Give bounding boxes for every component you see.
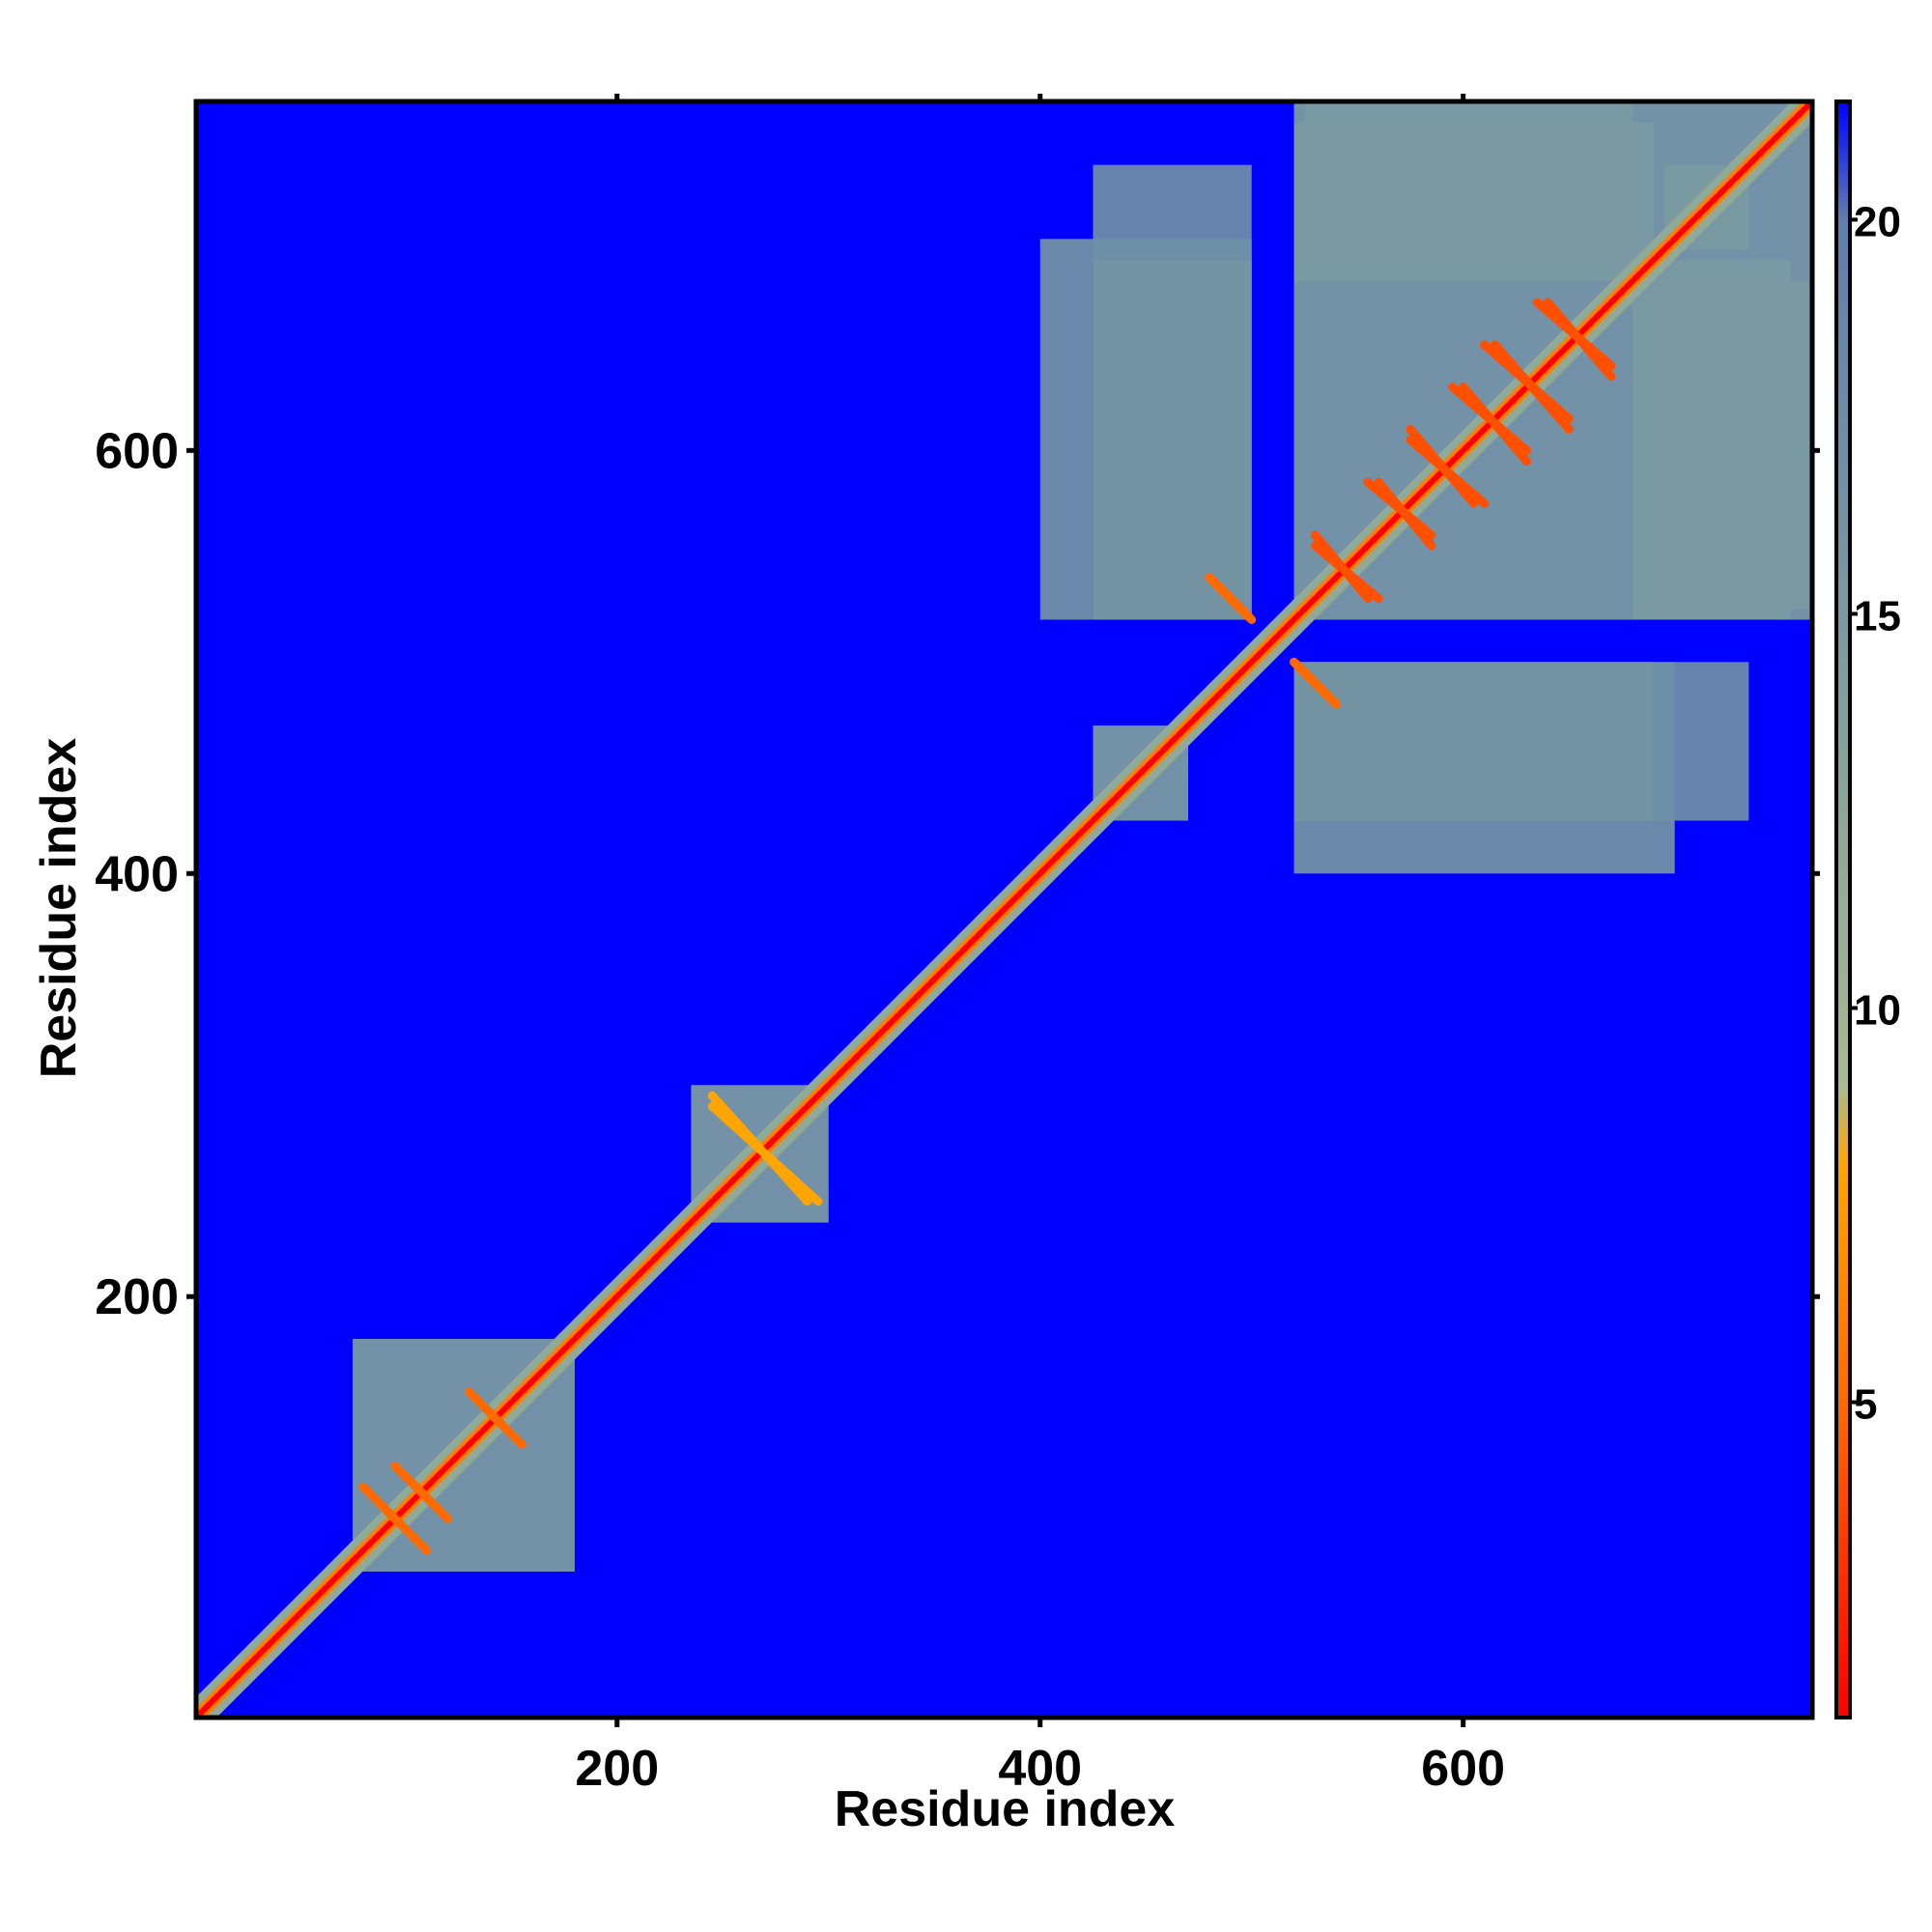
contact-block-3: [1093, 164, 1252, 261]
x-tick-label-600: 600: [1421, 1741, 1505, 1797]
contact-line-mirror-6: [1406, 435, 1490, 508]
contact-line-mirror-1: [390, 1461, 442, 1513]
contact-line-mirror-2: [464, 1387, 516, 1439]
x-tick-label-200: 200: [575, 1741, 659, 1797]
colorbar-frame: [1834, 99, 1852, 1719]
colorbar-ticks: 5 10 15 20: [1850, 198, 1901, 1429]
y-tick-label-600: 600: [95, 423, 179, 479]
y-axis-title: Residue index: [31, 738, 87, 1079]
colorbar-gradient: [1836, 101, 1850, 1718]
y-tick-label-200: 200: [95, 1269, 179, 1325]
colorbar: 5 10 15 20: [1834, 99, 1901, 1719]
colorbar-tick-label-5: 5: [1854, 1381, 1877, 1429]
contact-block-mirror-3: [1653, 662, 1749, 821]
contact-line-mirror-8: [1480, 340, 1574, 423]
plot-frame: [193, 99, 1815, 1720]
contact-line-mirror-7: [1448, 383, 1531, 455]
plot-area: [193, 99, 1815, 1720]
contact-block-mirror-2: [1093, 260, 1252, 620]
contact-line-mirror-9: [1532, 298, 1616, 371]
contact-line-mirror-11: [1299, 668, 1341, 709]
y-tick-label-400: 400: [95, 846, 179, 902]
x-tick-label-400: 400: [998, 1741, 1082, 1797]
contact-line-mirror-5: [1363, 477, 1436, 540]
contact-block-2: [1293, 662, 1654, 821]
contact-line-11: [1205, 573, 1246, 614]
contact-line-mirror-3: [707, 1101, 823, 1207]
contact-line-mirror-0: [358, 1482, 411, 1534]
x-axis-title: Residue index: [835, 1781, 1176, 1837]
diagonal-line: [196, 101, 1812, 1718]
colorbar-tick-label-20: 20: [1854, 198, 1901, 245]
colorbar-tick-label-15: 15: [1854, 592, 1901, 639]
y-axis: 200 400 600: [95, 423, 1820, 1325]
x-axis: 200 400 600: [575, 94, 1505, 1797]
heatmap-cells: [196, 101, 1812, 1718]
colorbar-tick-label-10: 10: [1854, 987, 1901, 1035]
contact-line-mirror-4: [1310, 541, 1383, 604]
